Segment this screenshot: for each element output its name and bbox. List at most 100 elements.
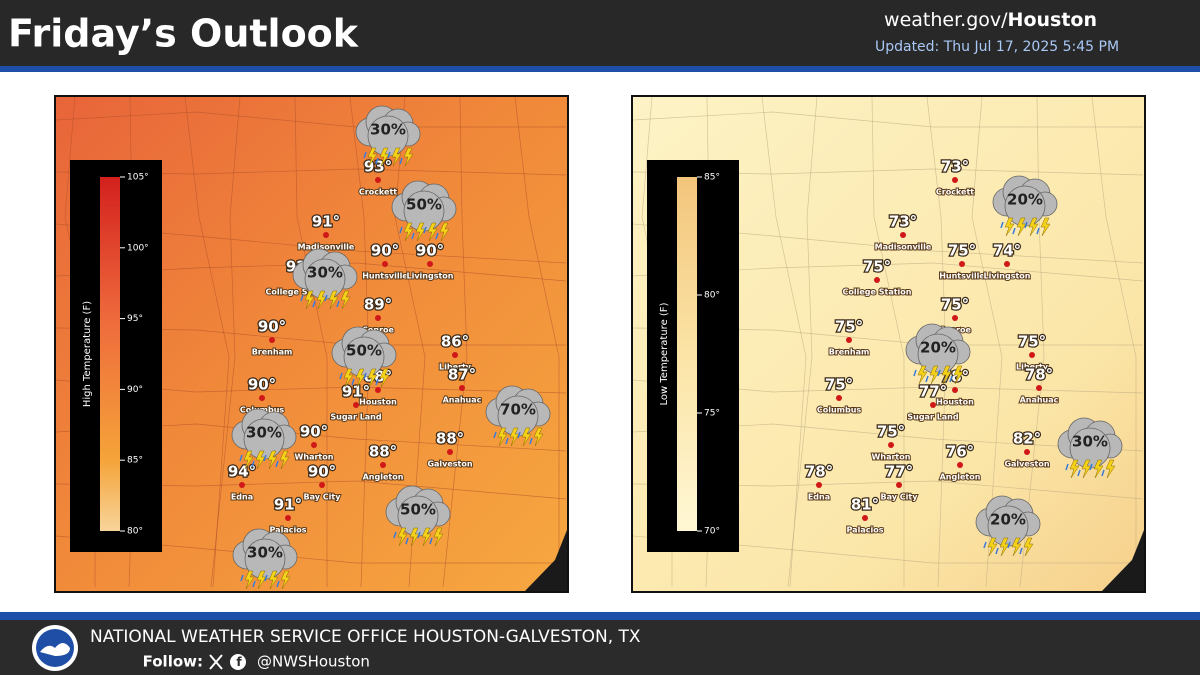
city-temp: 90°: [248, 376, 276, 394]
legend-scale: [677, 177, 697, 531]
storm-icon: 50%: [385, 485, 451, 547]
city-temp: 75°: [863, 258, 891, 276]
city-dot: [836, 395, 842, 401]
county-line: [926, 96, 947, 588]
lightning: [433, 527, 444, 547]
city-name: Sugar Land: [330, 413, 382, 422]
city-dot: [862, 515, 868, 521]
rain: [375, 157, 379, 165]
storm-icon: 30%: [231, 408, 297, 470]
lightning: [268, 570, 279, 590]
city-dot: [353, 402, 359, 408]
lightning: [421, 527, 432, 547]
legend-tick-label: 90°: [127, 385, 143, 395]
lightning: [397, 527, 408, 547]
legend-tick-label: 70°: [704, 527, 720, 537]
lightning: [1011, 537, 1022, 557]
precip-chance: 20%: [920, 339, 956, 357]
county-line: [210, 96, 241, 588]
lightning: [255, 450, 266, 470]
rain: [276, 580, 280, 588]
city-dot: [816, 482, 822, 488]
header-stripe: [0, 66, 1200, 72]
city-name: Columbus: [817, 406, 862, 415]
rain: [336, 300, 340, 308]
rain: [1007, 541, 1011, 549]
city-name: Galveston: [427, 460, 472, 469]
precip-chance: 20%: [1007, 191, 1043, 209]
city-dot: [846, 337, 852, 343]
lightning: [316, 290, 327, 310]
rain: [493, 431, 497, 439]
city-dot: [375, 315, 381, 321]
county-line: [55, 111, 566, 128]
city-dot: [323, 232, 329, 238]
lightning: [243, 450, 254, 470]
legend-title: High Temperature (F): [82, 301, 93, 407]
rain: [363, 372, 367, 380]
city-dot: [896, 482, 902, 488]
city-dot: [952, 177, 958, 183]
lightning: [328, 290, 339, 310]
precip-chance: 30%: [307, 264, 343, 282]
city-name: Anahuac: [443, 396, 482, 405]
follow: Follow:: [143, 653, 203, 671]
precip-chance: 30%: [370, 121, 406, 139]
county-line: [1091, 96, 1137, 587]
city-name: Edna: [231, 493, 253, 502]
rain: [1000, 221, 1004, 229]
rain: [263, 454, 267, 462]
storm-icon: 20%: [992, 175, 1058, 237]
lightning: [1040, 217, 1051, 237]
rain: [983, 541, 987, 549]
lightning: [1093, 459, 1104, 479]
maps: High Temperature (F) 105° 100° 95° 90° 85° 80°…: [54, 95, 1146, 593]
legend-tick-label: 80°: [127, 527, 143, 537]
precip-chance: 30%: [247, 544, 283, 562]
city-name: Wharton: [872, 453, 911, 462]
city-name: Houston: [359, 398, 397, 407]
lightning: [929, 365, 940, 385]
lightning: [267, 450, 278, 470]
lightning: [355, 368, 366, 388]
header-bar: [0, 0, 1200, 66]
rain: [949, 375, 953, 383]
lightning: [379, 368, 390, 388]
city-dot: [1036, 385, 1042, 391]
city-temp: 89°: [364, 296, 392, 314]
city-temp: 73°: [941, 158, 969, 176]
city-name: Wharton: [295, 453, 334, 462]
storm-icon: 20%: [975, 495, 1041, 557]
county-line: [442, 96, 468, 588]
city-temp: 75°: [835, 318, 863, 336]
city-name: Huntsville: [362, 272, 408, 281]
city-temp: 91°: [342, 383, 370, 401]
x-icon[interactable]: [209, 654, 223, 670]
precip-chance: 30%: [246, 424, 282, 442]
site-prefix: weather.gov/: [884, 9, 1008, 31]
city-name: Madisonville: [298, 243, 355, 252]
precip-chance: 50%: [406, 196, 442, 214]
city-name: Palacios: [847, 526, 884, 535]
city-temp: 91°: [274, 496, 302, 514]
rain: [1036, 227, 1040, 235]
rain: [240, 574, 244, 582]
precip-chance: 50%: [346, 342, 382, 360]
legend-tick-label: 105°: [127, 173, 149, 183]
city-temp: 77°: [919, 383, 947, 401]
city-temp: 77°: [885, 463, 913, 481]
rain: [517, 431, 521, 439]
city-dot: [319, 482, 325, 488]
city-name: Liberty: [1016, 363, 1049, 372]
gulf: [1102, 530, 1144, 591]
city-dot: [311, 442, 317, 448]
lightning: [304, 290, 315, 310]
title: Friday’s Outlook: [8, 12, 359, 56]
city-temp: 94°: [228, 463, 256, 481]
lightning: [439, 222, 450, 242]
city-dot: [382, 261, 388, 267]
facebook-icon[interactable]: f: [230, 654, 246, 670]
handle[interactable]: @NWSHouston: [257, 653, 370, 671]
rain: [239, 454, 243, 462]
